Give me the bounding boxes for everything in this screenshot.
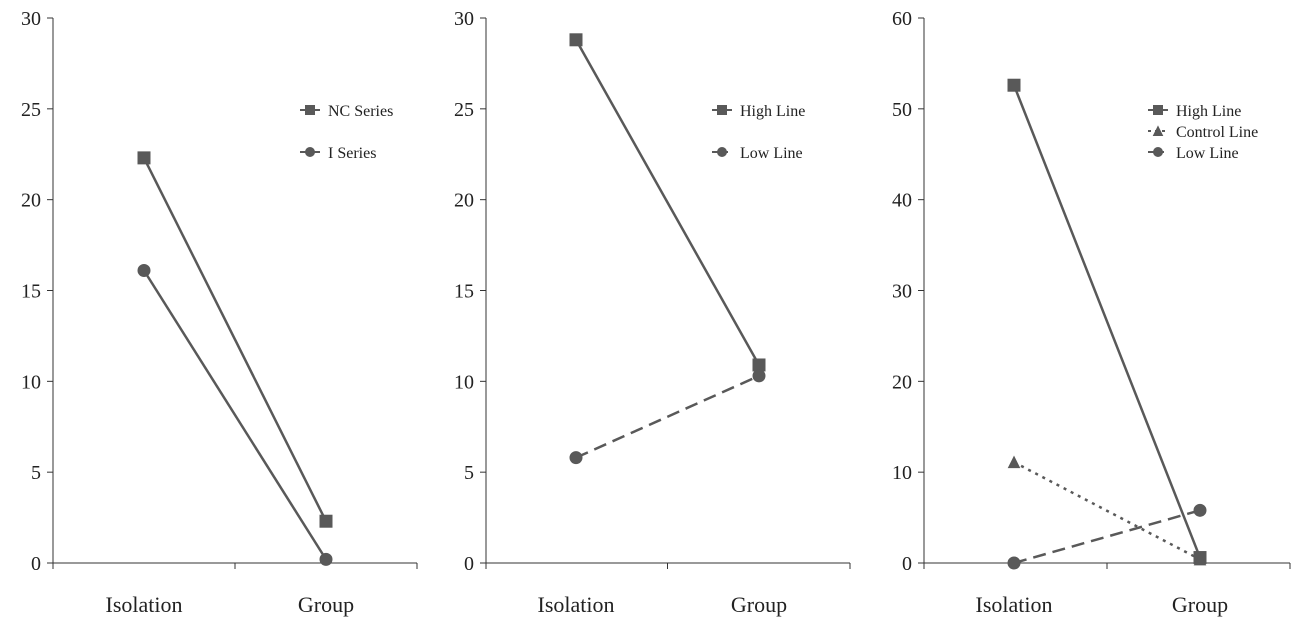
y-tick-label: 0 xyxy=(31,553,41,575)
y-tick-label: 30 xyxy=(454,8,474,30)
y-tick-label: 20 xyxy=(21,190,41,212)
data-point xyxy=(569,451,583,465)
legend-label: Control Line xyxy=(1176,124,1258,141)
data-point xyxy=(1007,78,1021,92)
x-tick-label: Isolation xyxy=(106,592,183,617)
data-point xyxy=(752,358,766,372)
y-tick-label: 10 xyxy=(454,371,474,393)
data-point xyxy=(137,151,151,165)
x-tick-label: Group xyxy=(298,592,354,617)
series-line xyxy=(142,269,328,561)
y-tick-label: 25 xyxy=(21,99,41,121)
y-tick-label: 0 xyxy=(464,553,474,575)
y-tick-label: 50 xyxy=(892,99,912,121)
y-tick-label: 10 xyxy=(21,371,41,393)
data-point xyxy=(752,369,766,383)
legend-label: Low Line xyxy=(1176,145,1239,162)
x-tick-label: Group xyxy=(1172,592,1228,617)
y-tick-label: 40 xyxy=(892,190,912,212)
x-tick-label: Isolation xyxy=(976,592,1053,617)
series-line xyxy=(142,157,328,522)
legend-marker xyxy=(1152,125,1164,136)
chart-panel-3: 0 10 20 30 40 50 60 Isolation Group High Line Cont… xyxy=(892,8,1291,617)
y-tick-label: 20 xyxy=(454,190,474,212)
series-line xyxy=(1013,461,1201,561)
data-point xyxy=(137,264,151,278)
legend-marker xyxy=(305,105,315,115)
legend-label: High Line xyxy=(740,103,805,120)
y-tick-label: 15 xyxy=(454,281,474,303)
legend-marker xyxy=(1153,147,1163,157)
x-tick-label: Group xyxy=(731,592,787,617)
y-tick-label: 5 xyxy=(31,462,41,484)
y-tick-label: 0 xyxy=(902,553,912,575)
series-line xyxy=(1013,509,1201,565)
y-tick-label: 10 xyxy=(892,462,912,484)
data-point xyxy=(1193,503,1207,517)
legend-label: NC Series xyxy=(328,103,393,120)
legend-marker xyxy=(1153,105,1163,115)
legend-label: I Series xyxy=(328,145,376,162)
chart-panel-1: 0 5 10 15 20 25 30 Isolation Group NC Series I Ser… xyxy=(21,8,418,617)
y-tick-label: 30 xyxy=(21,8,41,30)
legend-marker xyxy=(717,147,727,157)
data-point xyxy=(1193,552,1207,566)
y-tick-label: 5 xyxy=(464,462,474,484)
data-point xyxy=(569,33,583,47)
x-tick-label: Isolation xyxy=(538,592,615,617)
legend-label: Low Line xyxy=(740,145,803,162)
y-tick-label: 25 xyxy=(454,99,474,121)
data-point xyxy=(1007,455,1021,469)
legend-label: High Line xyxy=(1176,103,1241,120)
data-point xyxy=(319,514,333,528)
y-tick-label: 30 xyxy=(892,281,912,303)
y-tick-label: 60 xyxy=(892,8,912,30)
data-point xyxy=(319,552,333,566)
data-point xyxy=(1007,556,1021,570)
series-line xyxy=(574,39,761,366)
y-tick-label: 20 xyxy=(892,371,912,393)
legend-marker xyxy=(717,105,727,115)
series-line xyxy=(1012,84,1202,559)
y-tick-label: 15 xyxy=(21,281,41,303)
chart-panel-2: 0 5 10 15 20 25 30 Isolation Group High Line Low L… xyxy=(454,8,851,617)
legend-marker xyxy=(305,147,315,157)
series-line xyxy=(575,374,760,459)
